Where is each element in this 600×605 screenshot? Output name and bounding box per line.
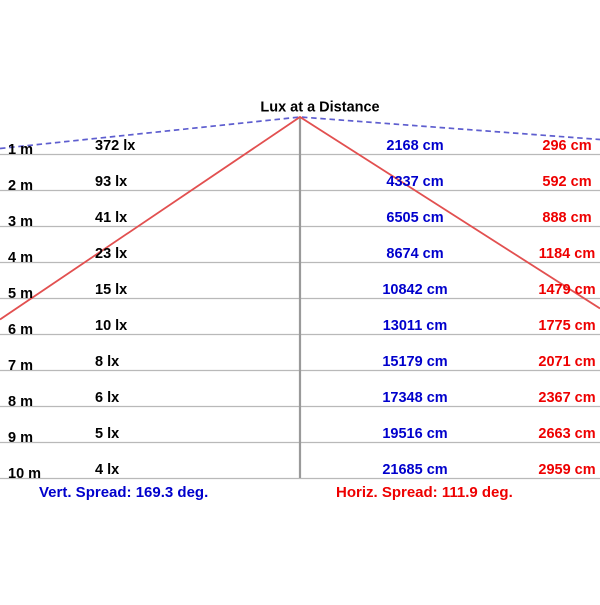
svg-text:7 m: 7 m — [8, 358, 33, 374]
svg-text:4 m: 4 m — [8, 250, 33, 266]
svg-text:13011 cm: 13011 cm — [383, 318, 448, 334]
svg-text:41 lx: 41 lx — [95, 210, 127, 226]
svg-text:5 lx: 5 lx — [95, 426, 119, 442]
svg-text:10842 cm: 10842 cm — [382, 282, 447, 298]
svg-text:8674 cm: 8674 cm — [386, 246, 443, 262]
svg-text:1775 cm: 1775 cm — [538, 318, 595, 334]
svg-text:10 lx: 10 lx — [95, 318, 127, 334]
svg-text:Horiz. Spread: 111.9 deg.: Horiz. Spread: 111.9 deg. — [336, 484, 513, 501]
svg-text:15179 cm: 15179 cm — [382, 354, 447, 370]
svg-text:372 lx: 372 lx — [95, 138, 135, 154]
svg-text:2663 cm: 2663 cm — [538, 426, 595, 442]
svg-text:296 cm: 296 cm — [542, 138, 591, 154]
svg-text:17348 cm: 17348 cm — [382, 390, 447, 406]
svg-text:10 m: 10 m — [8, 466, 41, 482]
svg-text:1184 cm: 1184 cm — [539, 246, 595, 262]
svg-text:2367 cm: 2367 cm — [538, 390, 595, 406]
svg-text:5 m: 5 m — [8, 286, 33, 302]
svg-text:9 m: 9 m — [8, 430, 33, 446]
svg-text:21685 cm: 21685 cm — [382, 462, 447, 478]
svg-text:23 lx: 23 lx — [95, 246, 127, 262]
svg-text:Lux at a Distance: Lux at a Distance — [260, 100, 379, 116]
svg-text:2168 cm: 2168 cm — [386, 138, 443, 154]
svg-text:4337 cm: 4337 cm — [386, 174, 443, 190]
svg-text:3 m: 3 m — [8, 214, 33, 230]
svg-text:4 lx: 4 lx — [95, 462, 119, 478]
svg-text:8 m: 8 m — [8, 394, 33, 410]
svg-text:6 m: 6 m — [8, 322, 33, 338]
svg-text:1 m: 1 m — [8, 142, 33, 158]
svg-text:2 m: 2 m — [8, 178, 33, 194]
svg-text:19516 cm: 19516 cm — [382, 426, 447, 442]
svg-text:6 lx: 6 lx — [95, 390, 119, 406]
svg-text:15 lx: 15 lx — [95, 282, 127, 298]
svg-text:1479 cm: 1479 cm — [538, 282, 595, 298]
svg-text:8 lx: 8 lx — [95, 354, 119, 370]
svg-text:93 lx: 93 lx — [95, 174, 127, 190]
svg-text:6505 cm: 6505 cm — [386, 210, 443, 226]
svg-text:2959 cm: 2959 cm — [538, 462, 595, 478]
svg-text:592 cm: 592 cm — [542, 174, 591, 190]
svg-text:888 cm: 888 cm — [542, 210, 591, 226]
svg-text:2071 cm: 2071 cm — [538, 354, 595, 370]
svg-text:Vert. Spread: 169.3 deg.: Vert. Spread: 169.3 deg. — [39, 484, 208, 501]
